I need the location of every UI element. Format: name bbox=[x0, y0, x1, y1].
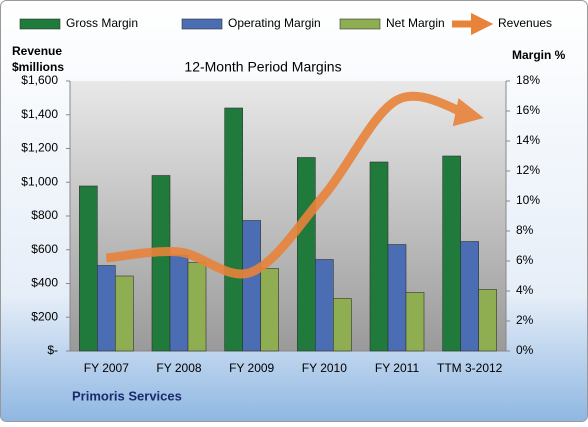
y-axis-label: Revenue bbox=[12, 44, 62, 58]
bar bbox=[97, 265, 116, 352]
y-tick-label: $400 bbox=[31, 276, 58, 290]
y2-tick-label: 6% bbox=[516, 253, 534, 267]
y-tick-label: $600 bbox=[31, 242, 58, 256]
plot-area bbox=[70, 81, 506, 351]
bar bbox=[478, 289, 497, 352]
bar bbox=[405, 292, 425, 352]
y2-tick-label: 8% bbox=[516, 223, 534, 237]
y-tick-label: $1,400 bbox=[21, 107, 58, 121]
y2-tick-label: 14% bbox=[516, 133, 540, 147]
x-tick-label: FY 2007 bbox=[84, 361, 129, 375]
bar bbox=[169, 254, 189, 352]
y-axis-label: $millions bbox=[12, 60, 64, 74]
bar bbox=[297, 157, 316, 352]
bar bbox=[242, 220, 261, 352]
y-tick-label: $1,000 bbox=[21, 174, 58, 188]
bar bbox=[442, 155, 461, 352]
x-tick-label: FY 2011 bbox=[375, 361, 420, 375]
bar bbox=[187, 262, 207, 352]
y2-tick-label: 18% bbox=[516, 73, 540, 87]
line bbox=[105, 91, 484, 279]
y2-axis-label: Margin % bbox=[512, 48, 566, 62]
y-tick-label: $1,200 bbox=[21, 141, 58, 155]
legend-label: Net Margin bbox=[386, 16, 445, 30]
y-tick-label: $1,600 bbox=[21, 73, 58, 87]
y-tick-label: $800 bbox=[31, 208, 58, 222]
x-tick-label: TTM 3-2012 bbox=[437, 361, 503, 375]
bar bbox=[460, 241, 479, 352]
y2-tick-label: 2% bbox=[516, 313, 534, 327]
legend-swatch bbox=[339, 18, 381, 30]
y2-tick-label: 0% bbox=[516, 343, 534, 357]
bar bbox=[387, 244, 407, 352]
y2-tick-label: 10% bbox=[516, 193, 540, 207]
y-tick-label: $- bbox=[47, 343, 58, 357]
chart-title: 12-Month Period Margins bbox=[184, 59, 341, 75]
x-tick-label: FY 2009 bbox=[229, 361, 274, 375]
bar bbox=[115, 275, 134, 352]
source: Primoris Services bbox=[72, 388, 182, 403]
x-tick-label: FY 2010 bbox=[302, 361, 347, 375]
legend-swatch bbox=[181, 18, 223, 30]
legend-label: Operating Margin bbox=[228, 16, 321, 30]
x-tick-label: FY 2008 bbox=[156, 361, 201, 375]
bar bbox=[315, 259, 334, 352]
bar bbox=[369, 161, 389, 352]
legend-label: Revenues bbox=[498, 16, 552, 30]
bar bbox=[224, 107, 243, 352]
legend-swatch bbox=[19, 18, 61, 30]
bar bbox=[333, 298, 352, 352]
legend-label: Gross Margin bbox=[66, 16, 138, 30]
bar bbox=[151, 175, 171, 352]
y-tick-label: $200 bbox=[31, 309, 58, 323]
y2-tick-label: 12% bbox=[516, 163, 540, 177]
bar bbox=[260, 268, 279, 352]
y2-tick-label: 4% bbox=[516, 283, 534, 297]
bar bbox=[79, 185, 98, 352]
y2-tick-label: 16% bbox=[516, 103, 540, 117]
